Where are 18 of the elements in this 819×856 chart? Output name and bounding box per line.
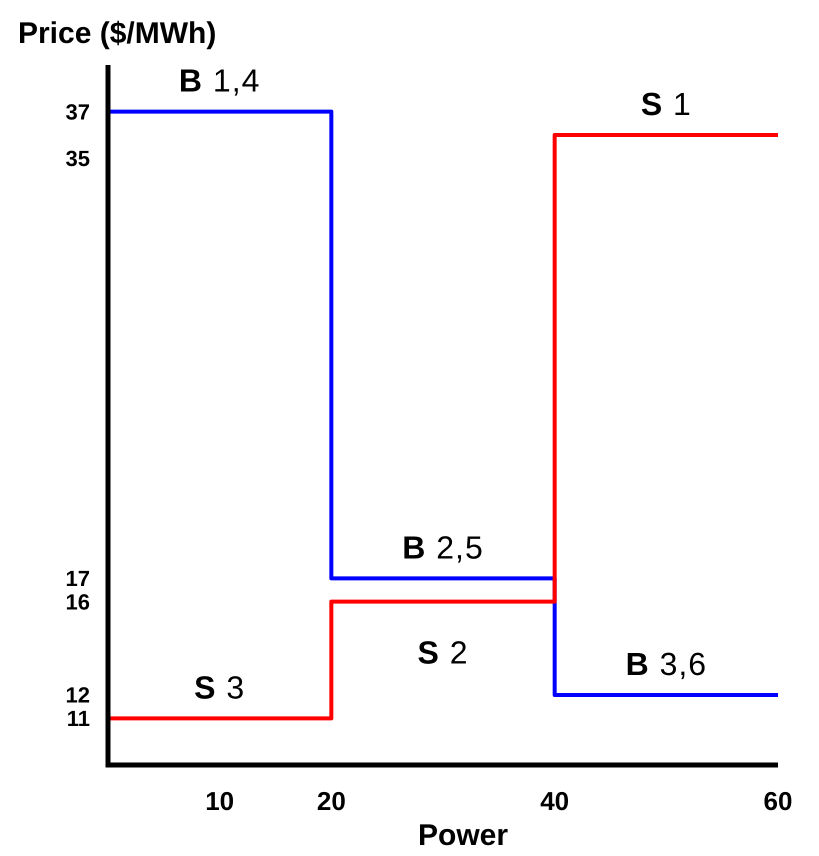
- y-axis-title: Price ($/MWh): [18, 17, 216, 50]
- annotation: B 1,4: [178, 62, 260, 99]
- x-tick-label: 10: [205, 786, 234, 816]
- annotation: S 3: [194, 669, 246, 706]
- x-tick-label: 40: [540, 786, 570, 816]
- annotation: S 1: [640, 86, 692, 122]
- x-axis-title: Power: [418, 819, 508, 852]
- x-tick-label: 60: [764, 786, 792, 816]
- annotation: B 2,5: [402, 529, 484, 566]
- y-tick-label: 37: [66, 99, 90, 124]
- x-tick-label: 20: [316, 786, 346, 816]
- y-tick-label: 12: [66, 682, 90, 708]
- y-tick-label: 17: [66, 566, 90, 592]
- y-tick-label: 11: [66, 706, 90, 732]
- y-tick-label: 35: [66, 146, 90, 172]
- annotation: B 3,6: [626, 646, 708, 682]
- annotation: S 2: [417, 634, 469, 671]
- y-tick-label: 16: [66, 589, 90, 614]
